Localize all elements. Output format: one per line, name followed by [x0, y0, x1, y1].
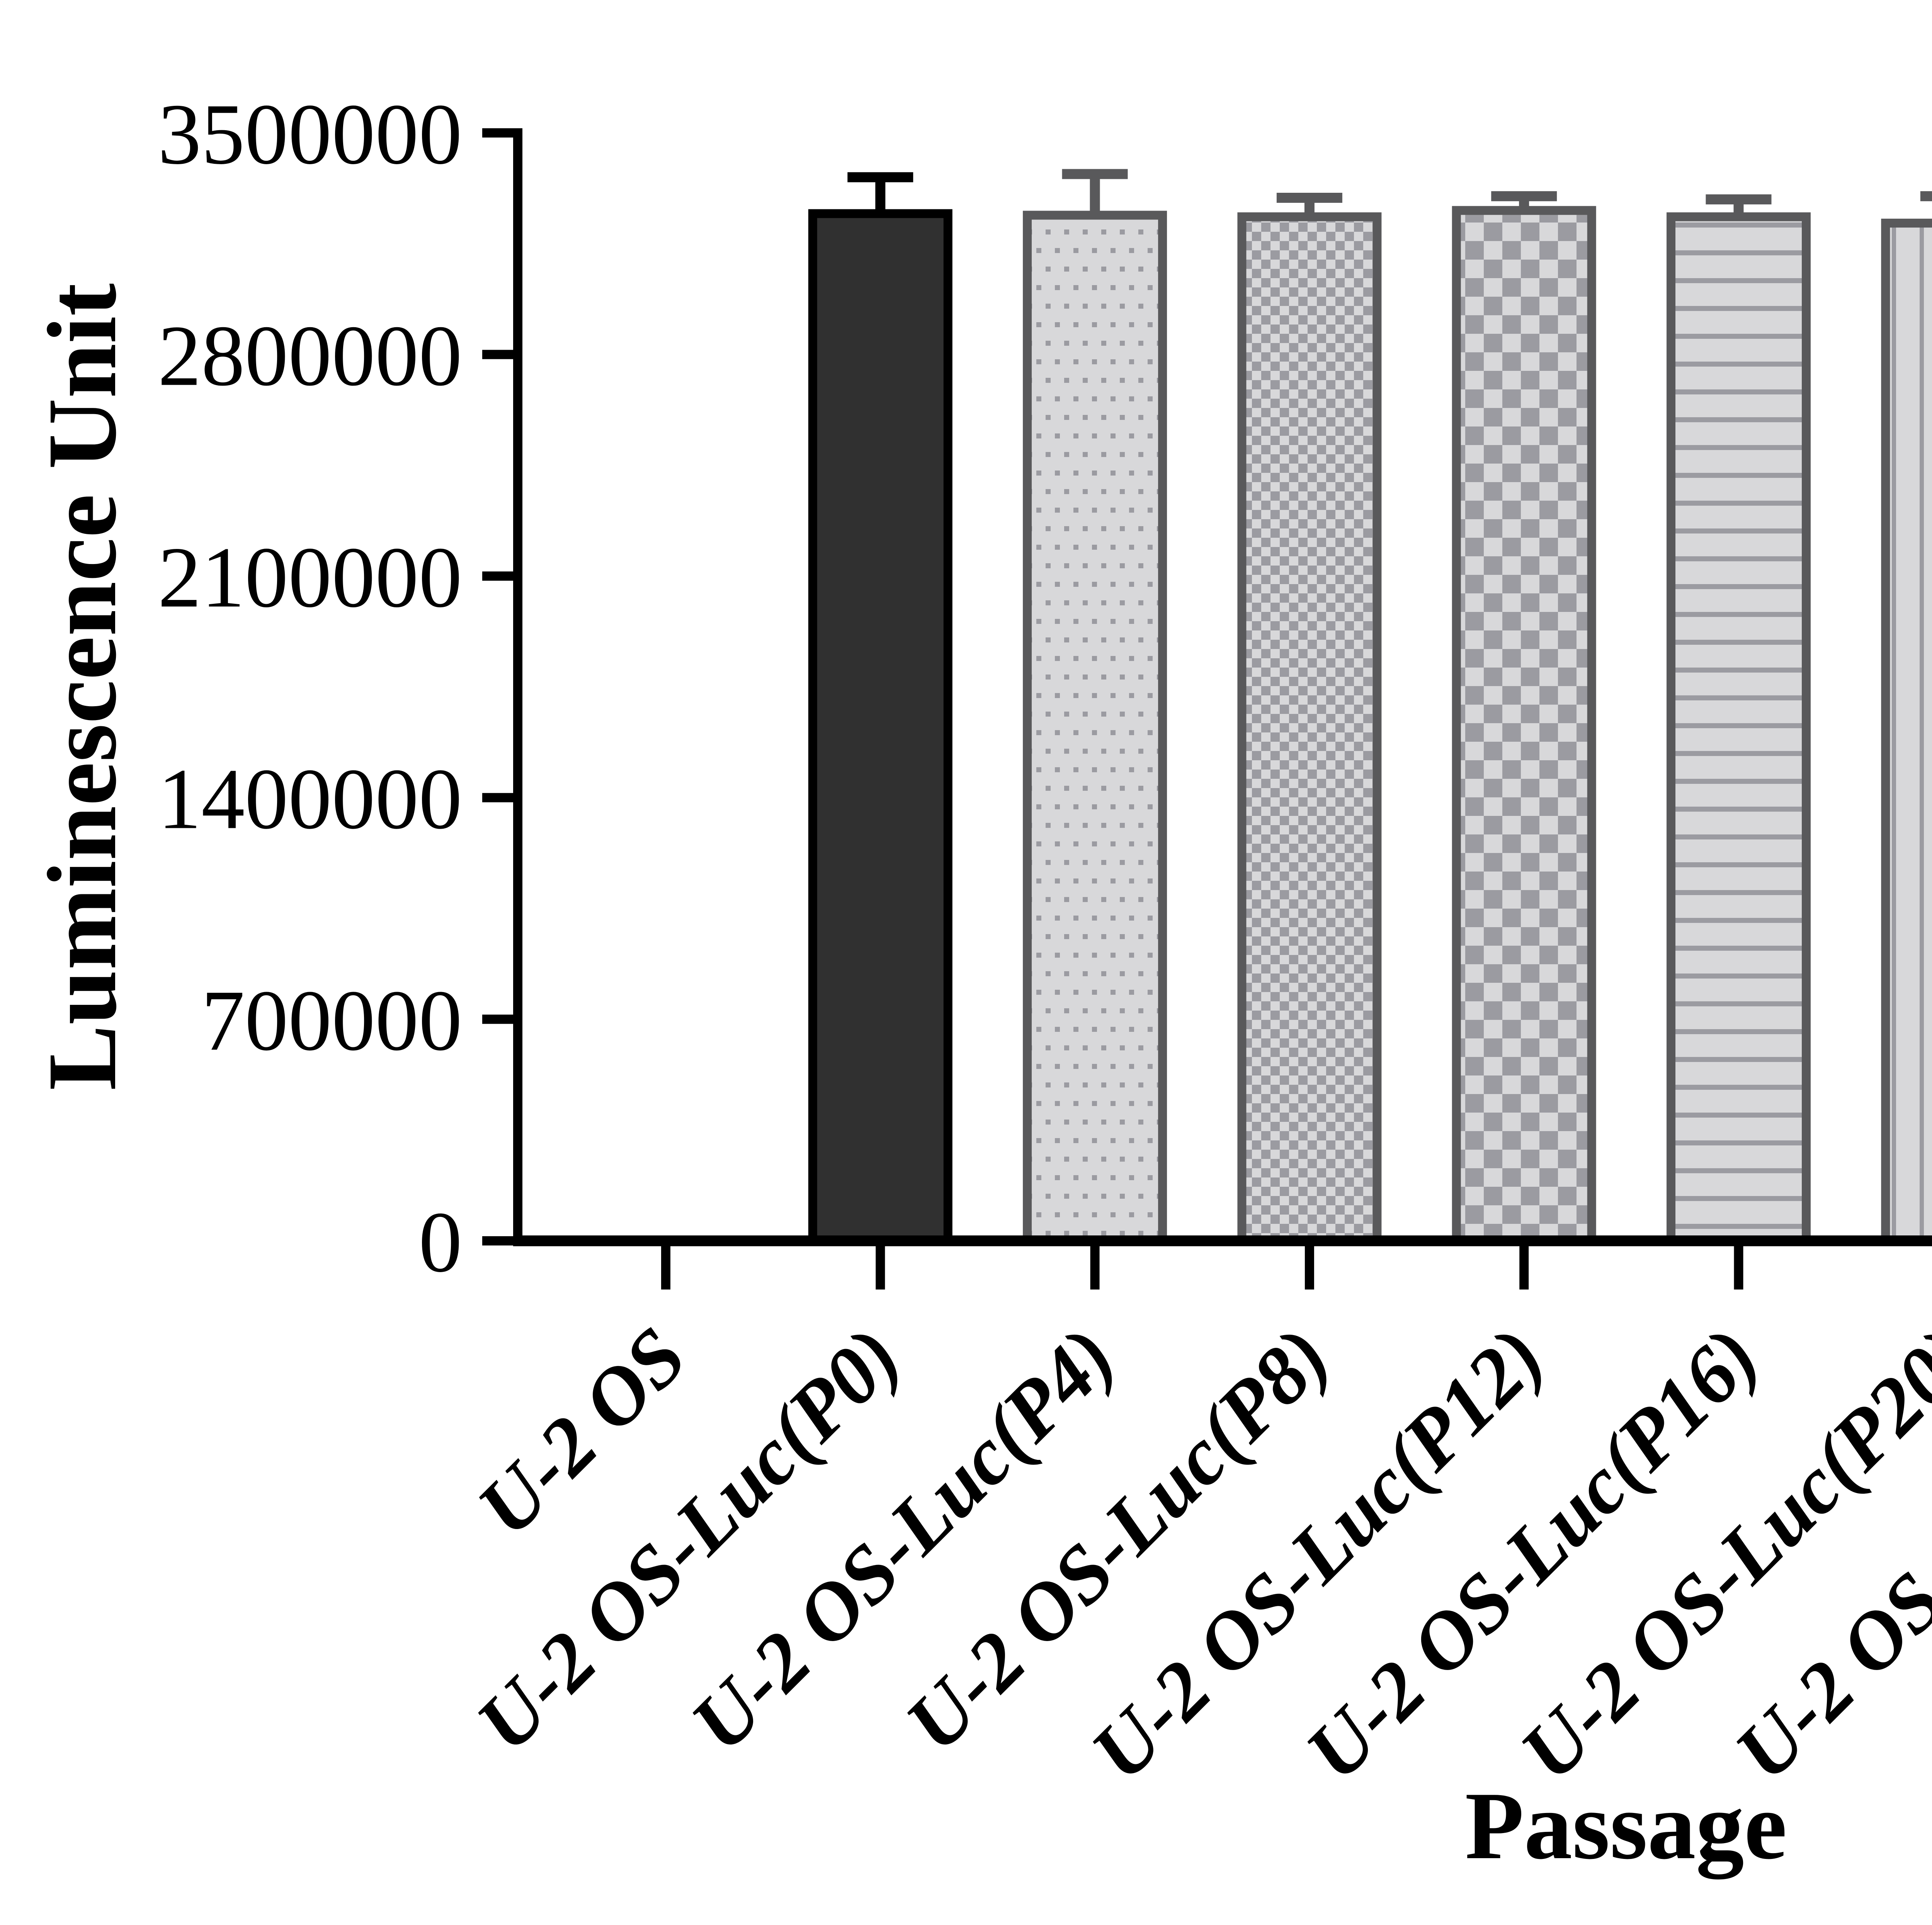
y-tick-label-1400000: 1400000 — [158, 751, 463, 847]
y-axis-title: Luminescence Unit — [28, 283, 137, 1090]
y-tick-label-0: 0 — [419, 1194, 463, 1290]
bar-u-2-os-luc-p12 — [1452, 206, 1596, 1245]
bar-u-2-os-luc-p0 — [808, 209, 952, 1245]
y-tick-label-2800000: 2800000 — [158, 307, 463, 404]
y-tick-label-3500000: 3500000 — [158, 86, 463, 182]
y-tick-label-2100000: 2100000 — [158, 529, 463, 625]
bar-u-2-os-luc-p4 — [1023, 211, 1167, 1245]
bar-u-2-os-luc-p20 — [1881, 219, 1932, 1245]
bar-u-2-os-luc-p16 — [1667, 212, 1811, 1245]
y-tick-label-700000: 700000 — [201, 972, 462, 1069]
x-axis-title: Passage — [1465, 1772, 1787, 1879]
bar-u-2-os-luc-p8 — [1237, 212, 1382, 1245]
